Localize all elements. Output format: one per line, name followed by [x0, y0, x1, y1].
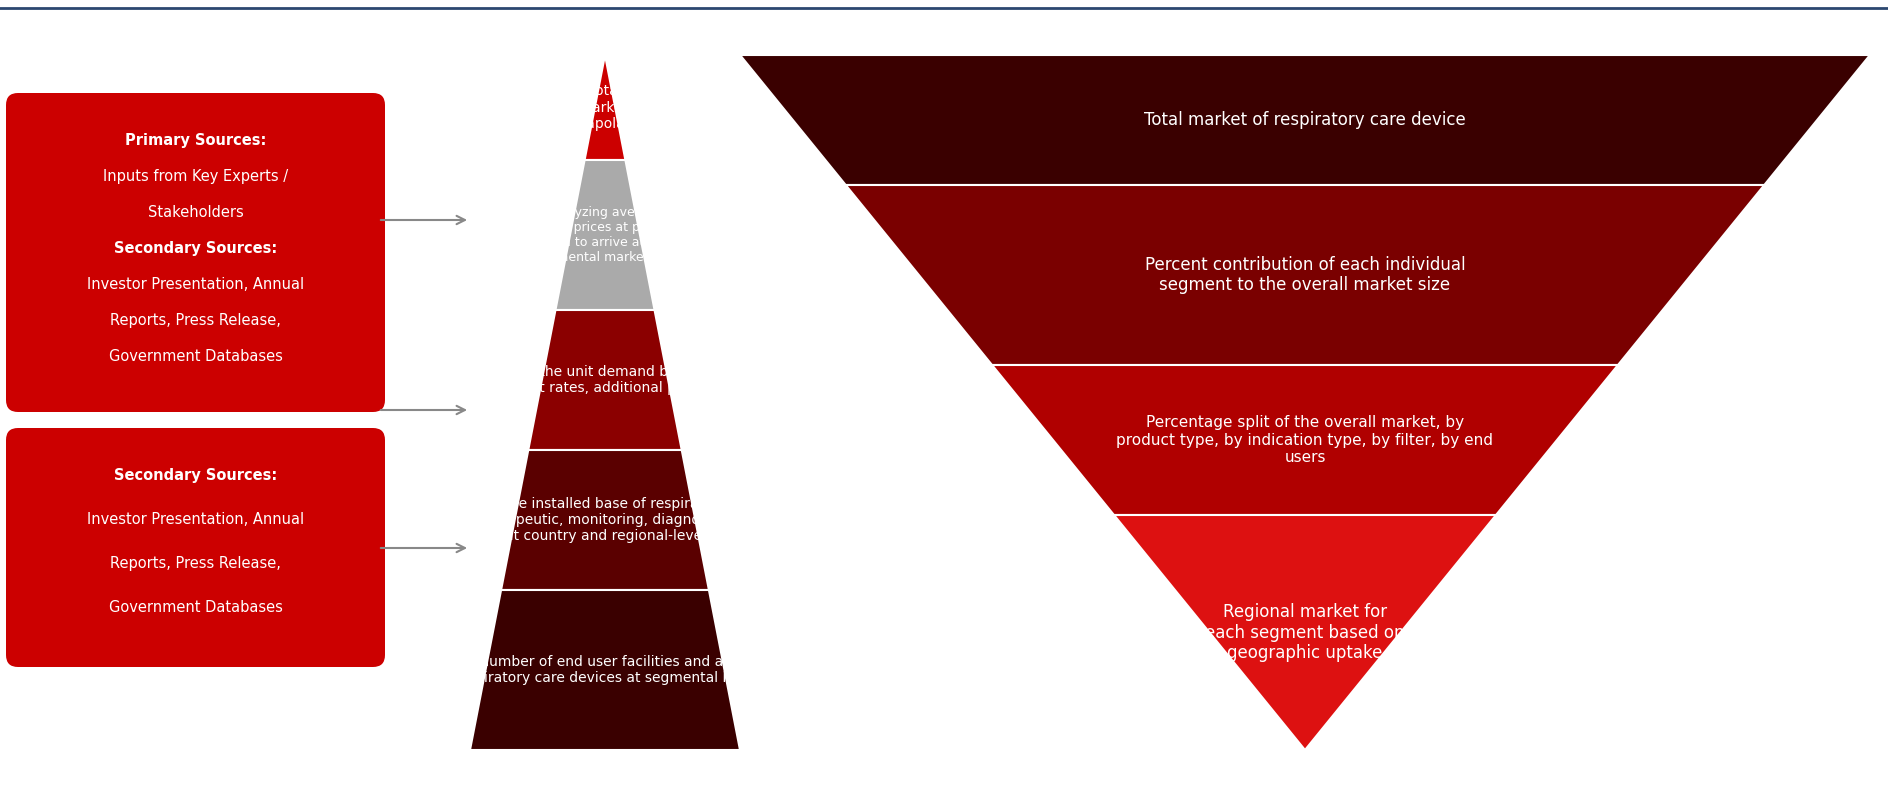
- Text: Secondary Sources:: Secondary Sources:: [113, 468, 278, 483]
- Text: Percentage split of the overall market, by
product type, by indication type, by : Percentage split of the overall market, …: [1116, 415, 1493, 465]
- Polygon shape: [1114, 515, 1495, 750]
- Text: Investor Presentation, Annual: Investor Presentation, Annual: [87, 512, 304, 527]
- Polygon shape: [470, 590, 740, 750]
- Text: Secondary Sources:: Secondary Sources:: [113, 241, 278, 256]
- Text: Investor Presentation, Annual: Investor Presentation, Annual: [87, 277, 304, 292]
- Text: Identifying the installed base of respiratory devices
such as therapeutic, monit: Identifying the installed base of respir…: [421, 497, 787, 543]
- Text: Inputs from Key Experts /: Inputs from Key Experts /: [104, 169, 289, 184]
- Polygon shape: [555, 160, 655, 310]
- Text: Regional market for
each segment based on
geographic uptake: Regional market for each segment based o…: [1205, 603, 1405, 662]
- Text: Government Databases: Government Databases: [110, 349, 283, 364]
- Text: Government Databases: Government Databases: [110, 600, 283, 615]
- Text: Total
Market
Extrapolation: Total Market Extrapolation: [559, 84, 651, 130]
- FancyBboxPatch shape: [6, 93, 385, 412]
- Text: Identifying the unit demand based on the
replacement rates, additional penetrati: Identifying the unit demand based on the…: [457, 365, 753, 395]
- Text: Reports, Press Release,: Reports, Press Release,: [110, 556, 281, 571]
- Text: Analyzing average
selling prices at product
level to arrive at the
segmental mar: Analyzing average selling prices at prod…: [529, 206, 680, 264]
- Text: Stakeholders: Stakeholders: [147, 205, 244, 220]
- Polygon shape: [740, 55, 1869, 185]
- FancyBboxPatch shape: [6, 428, 385, 667]
- Polygon shape: [500, 450, 708, 590]
- Text: Mapping the number of end user facilities and adoption of the
respiratory care d: Mapping the number of end user facilitie…: [389, 655, 821, 685]
- Polygon shape: [585, 55, 625, 160]
- Text: Total market of respiratory care device: Total market of respiratory care device: [1144, 111, 1465, 129]
- Text: Reports, Press Release,: Reports, Press Release,: [110, 313, 281, 328]
- Polygon shape: [991, 365, 1618, 515]
- Text: Primary Sources:: Primary Sources:: [125, 133, 266, 148]
- Polygon shape: [846, 185, 1763, 365]
- Polygon shape: [529, 310, 682, 450]
- Text: Percent contribution of each individual
segment to the overall market size: Percent contribution of each individual …: [1144, 256, 1465, 294]
